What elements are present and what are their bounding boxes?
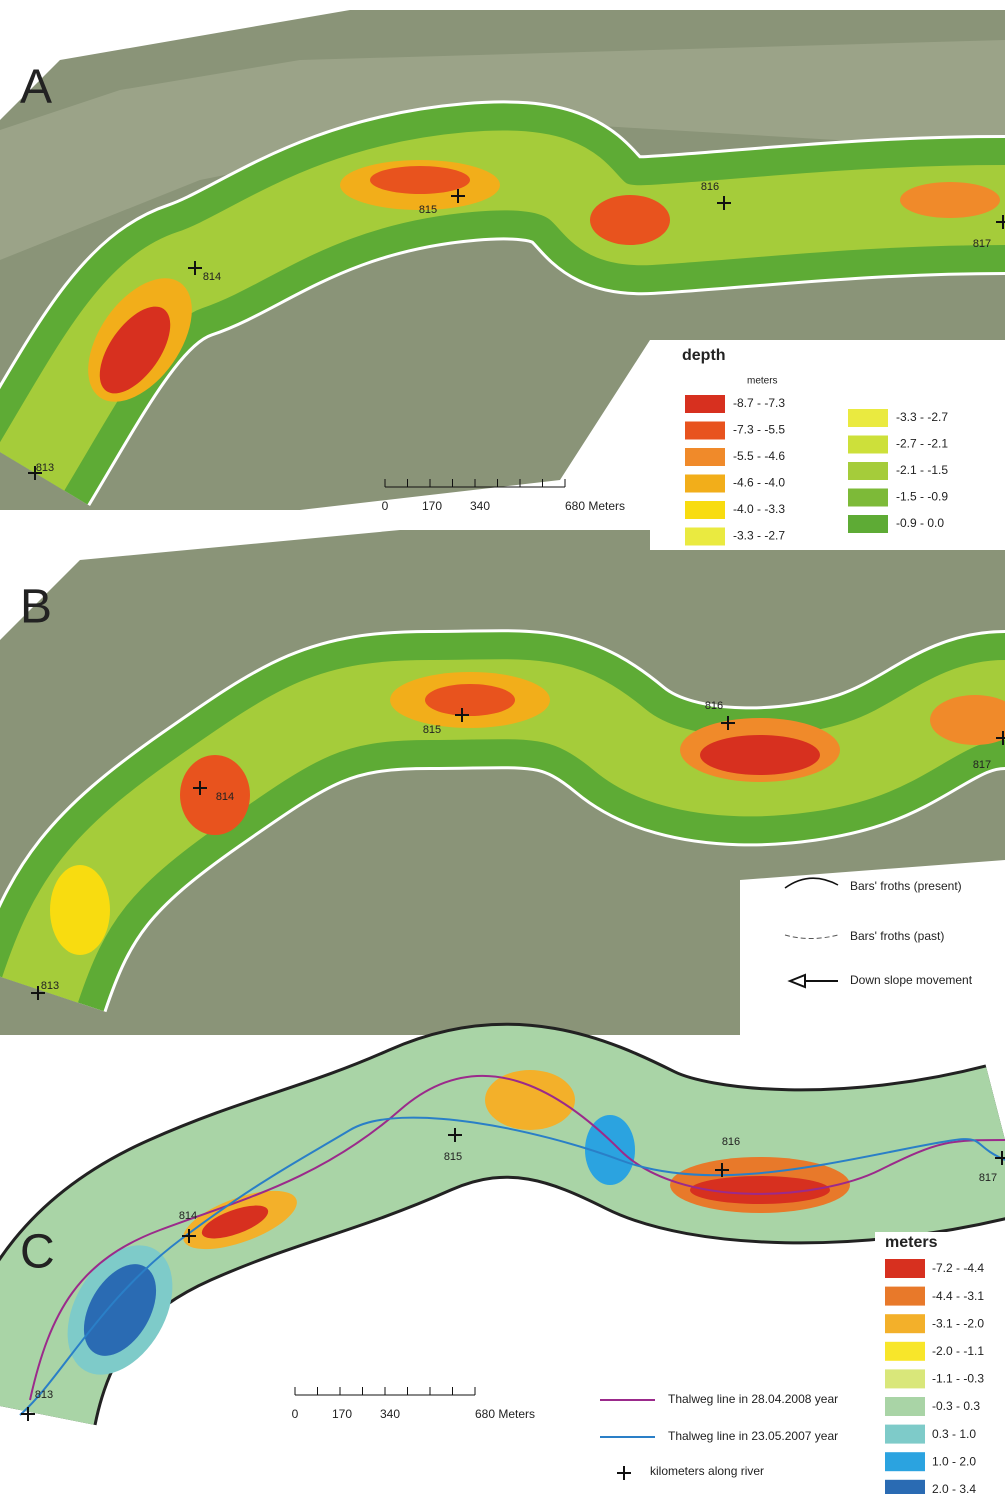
legend-swatch	[685, 395, 725, 413]
km-label: 817	[973, 238, 991, 250]
legend-swatch	[885, 1425, 925, 1444]
km-label: 816	[701, 181, 719, 193]
panel-label: A	[20, 61, 52, 114]
legend-swatch	[848, 489, 888, 507]
km-label: 813	[35, 1389, 53, 1401]
scale-label: 170	[422, 499, 442, 513]
legend-label: -0.9 - 0.0	[896, 516, 944, 530]
symbol-present	[785, 878, 838, 888]
legend-label: -3.3 - -2.7	[733, 529, 785, 543]
legend-unit: meters	[747, 376, 778, 387]
legend-label: -7.2 - -4.4	[932, 1261, 984, 1275]
legend-label: -4.0 - -3.3	[733, 502, 785, 516]
legend-swatch	[685, 422, 725, 440]
legend-swatch	[848, 436, 888, 454]
scale-label: 680 Meters	[565, 499, 625, 513]
legend-label: Bars' froths (past)	[850, 929, 944, 943]
km-label: 817	[973, 759, 991, 771]
legend-label: -5.5 - -4.6	[733, 449, 785, 463]
scale-label: 340	[380, 1407, 400, 1421]
scale-label: 0	[292, 1407, 299, 1421]
legend-label: -1.1 - -0.3	[932, 1372, 984, 1386]
km-label: 817	[979, 1172, 997, 1184]
legend-label: -4.4 - -3.1	[932, 1289, 984, 1303]
scale-label: 170	[332, 1407, 352, 1421]
km-label: 814	[179, 1210, 197, 1222]
km-label: 814	[203, 271, 221, 283]
panel-label: C	[20, 1226, 55, 1279]
legend-label: -1.5 - -0.9	[896, 490, 948, 504]
legend-swatch	[885, 1480, 925, 1494]
legend-swatch	[885, 1314, 925, 1333]
legend-swatch	[885, 1287, 925, 1306]
panel-b-map	[0, 530, 1005, 1035]
legend-label: 2.0 - 3.4	[932, 1482, 976, 1494]
legend-swatch	[685, 501, 725, 519]
legend-label: kilometers along river	[650, 1464, 764, 1478]
legend-label: -8.7 - -7.3	[733, 396, 785, 410]
km-label: 815	[419, 204, 437, 216]
legend-label: 0.3 - 1.0	[932, 1427, 976, 1441]
legend-swatch	[848, 462, 888, 480]
legend-label: Down slope movement	[850, 973, 973, 987]
legend-label: Bars' froths (present)	[850, 879, 962, 893]
legend-label: -3.3 - -2.7	[896, 410, 948, 424]
scale-label: 340	[470, 499, 490, 513]
panel-label: B	[20, 581, 52, 634]
legend-title: meters	[885, 1234, 938, 1251]
legend-label: -3.1 - -2.0	[932, 1316, 984, 1330]
legend-label: -4.6 - -4.0	[733, 476, 785, 490]
panel-c-map	[20, 1070, 1005, 1494]
km-label: 813	[41, 980, 59, 992]
scale-label: 0	[382, 499, 389, 513]
scale-bar	[295, 1387, 475, 1395]
legend-swatch	[885, 1342, 925, 1361]
legend-swatch	[885, 1452, 925, 1471]
legend-swatch	[685, 448, 725, 466]
legend-label: Thalweg line in 28.04.2008 year	[668, 1392, 838, 1406]
legend-label: -7.3 - -5.5	[733, 423, 785, 437]
figure: A813814815816817B813814815816817C8138148…	[0, 0, 1005, 1494]
legend-label: 1.0 - 2.0	[932, 1454, 976, 1468]
km-label: 816	[722, 1136, 740, 1148]
legend-swatch	[885, 1369, 925, 1388]
km-marker	[617, 1466, 631, 1480]
scale-label: 680 Meters	[475, 1407, 535, 1421]
symbol-past	[785, 935, 838, 939]
legend-swatch	[848, 515, 888, 533]
legend-swatch	[885, 1259, 925, 1278]
legend-label: -2.0 - -1.1	[932, 1344, 984, 1358]
legend-swatch	[885, 1397, 925, 1416]
km-label: 816	[705, 700, 723, 712]
legend-swatch	[685, 475, 725, 493]
legend-label: -2.7 - -2.1	[896, 437, 948, 451]
legend-label: -2.1 - -1.5	[896, 463, 948, 477]
km-label: 814	[216, 791, 234, 803]
legend-label: Thalweg line in 23.05.2007 year	[668, 1429, 838, 1443]
km-label: 815	[423, 724, 441, 736]
legend-title: depth	[682, 347, 726, 364]
km-label: 815	[444, 1151, 462, 1163]
legend-swatch	[685, 528, 725, 546]
legend-swatch	[848, 409, 888, 427]
legend-label: -0.3 - 0.3	[932, 1399, 980, 1413]
symbol-arrow	[790, 975, 838, 987]
